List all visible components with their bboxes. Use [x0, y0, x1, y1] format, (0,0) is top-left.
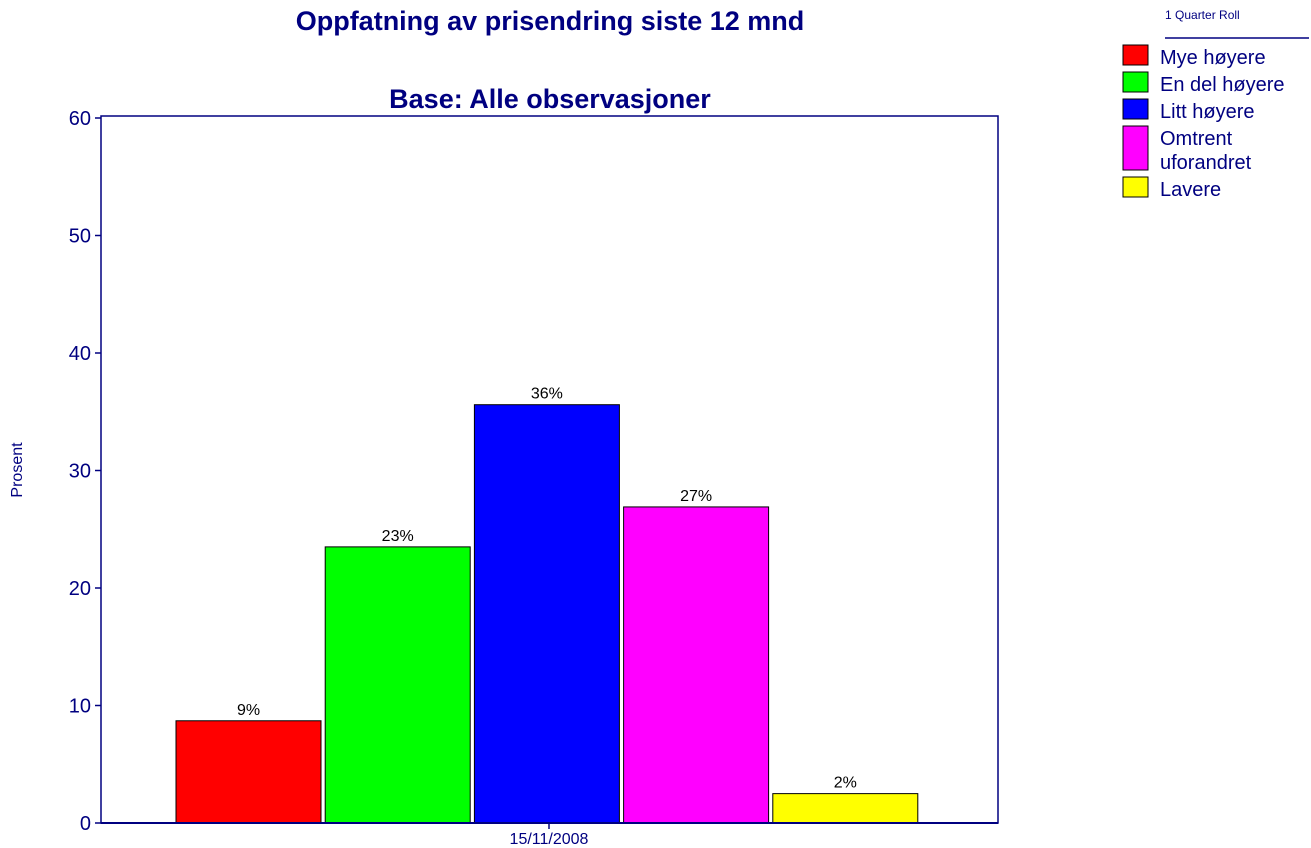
legend-swatch — [1122, 44, 1149, 66]
y-tick-label: 0 — [80, 813, 91, 835]
y-tick-label: 30 — [69, 461, 91, 483]
bar — [772, 793, 919, 824]
legend-label: Lavere — [1160, 179, 1221, 201]
legend-swatch — [1122, 71, 1149, 93]
y-tick-label: 40 — [69, 343, 91, 365]
data-label: 9% — [237, 702, 260, 719]
y-tick-label: 20 — [69, 578, 91, 600]
y-axis-label: Prosent — [9, 442, 26, 498]
bar — [175, 720, 322, 824]
bars: 9% 23% 36% 27% 2% — [101, 386, 998, 824]
data-label: 23% — [382, 528, 414, 545]
y-axis: 0 10 20 30 40 50 60 — [69, 108, 550, 835]
legend-title: 1 Quarter Roll — [1165, 8, 1240, 22]
bar — [623, 506, 770, 824]
y-tick-label: 50 — [69, 226, 91, 248]
legend-label: En del høyere — [1160, 74, 1285, 96]
legend-label: Mye høyere — [1160, 47, 1266, 69]
data-label: 2% — [834, 775, 857, 792]
legend-swatch — [1122, 125, 1149, 171]
chart-subtitle: Base: Alle observasjoner — [389, 84, 711, 114]
legend-label: Litt høyere — [1160, 101, 1254, 123]
data-label: 36% — [531, 386, 563, 403]
legend: 1 Quarter Roll Mye høyere En del høyere Li… — [1122, 8, 1309, 201]
bar — [324, 546, 471, 824]
data-label: 27% — [680, 488, 712, 505]
legend-label: Omtrent — [1160, 128, 1233, 150]
y-tick-label: 10 — [69, 696, 91, 718]
chart-title: Oppfatning av prisendring siste 12 mnd — [296, 6, 805, 36]
legend-swatch — [1122, 176, 1149, 198]
legend-label: uforandret — [1160, 152, 1252, 174]
bar — [473, 404, 620, 824]
legend-swatch — [1122, 98, 1149, 120]
y-tick-label: 60 — [69, 108, 91, 130]
x-tick-label: 15/11/2008 — [510, 831, 589, 848]
